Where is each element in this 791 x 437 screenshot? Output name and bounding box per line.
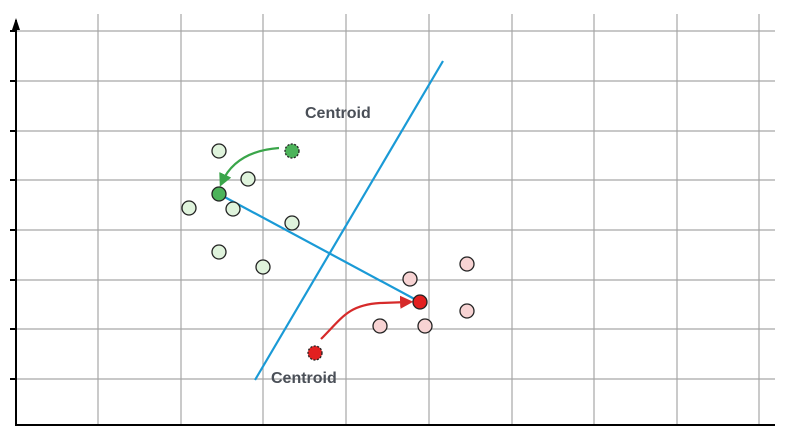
grid — [10, 14, 775, 425]
centroid-label-top: Centroid — [305, 105, 371, 122]
green-data-point — [211, 143, 227, 159]
centroid-connector — [218, 193, 421, 303]
red-data-point — [402, 271, 418, 287]
green-data-point — [211, 244, 227, 260]
green-centroid-arrow — [219, 146, 280, 187]
red-old-centroid — [307, 345, 323, 361]
green-data-point — [255, 259, 271, 275]
axes — [12, 18, 775, 426]
red-centroid-arrow — [320, 295, 414, 340]
red-data-point — [459, 256, 475, 272]
green-data-point — [225, 201, 241, 217]
green-data-point — [240, 171, 256, 187]
green-data-point — [181, 200, 197, 216]
red-data-point — [459, 303, 475, 319]
green-new-centroid — [211, 186, 227, 202]
red-new-centroid — [412, 294, 428, 310]
decision-boundary — [254, 60, 444, 381]
y-axis-arrowhead — [12, 18, 20, 30]
centroid-label-bottom: Centroid — [271, 370, 337, 387]
green-old-centroid — [284, 143, 300, 159]
red-data-point — [372, 318, 388, 334]
green-data-point — [284, 215, 300, 231]
data-points — [181, 143, 475, 361]
red-data-point — [417, 318, 433, 334]
